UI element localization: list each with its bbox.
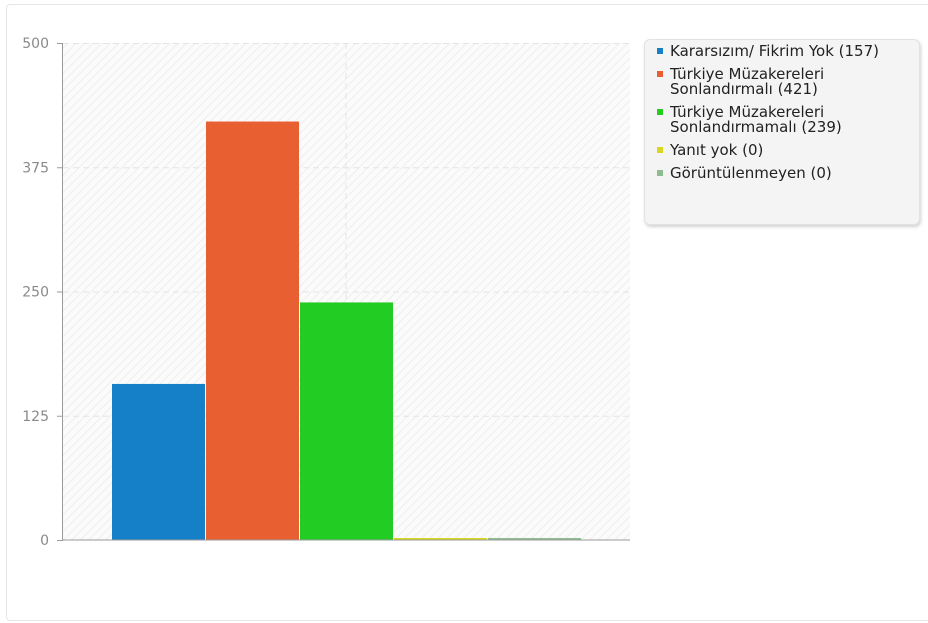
y-tick-label: 250 bbox=[22, 285, 49, 301]
legend-label: Görüntülenmeyen (0) bbox=[670, 164, 832, 182]
y-tick-label: 125 bbox=[22, 409, 49, 425]
legend-item[interactable]: Türkiye Müzakereleri Sonlandırmalı (421) bbox=[655, 67, 919, 97]
legend-item[interactable]: Kararsızım/ Fikrim Yok (157) bbox=[655, 44, 919, 59]
legend-item[interactable]: Yanıt yok (0) bbox=[655, 143, 919, 158]
bar[interactable] bbox=[112, 383, 205, 540]
legend-swatch bbox=[657, 48, 663, 54]
legend-swatch bbox=[657, 170, 663, 176]
y-axis-ticks: 500 375 250 125 0 bbox=[22, 36, 63, 549]
y-tick-label: 500 bbox=[22, 36, 49, 52]
bar[interactable] bbox=[206, 121, 299, 540]
legend-swatch bbox=[657, 109, 663, 115]
legend-swatch bbox=[657, 71, 663, 77]
bar[interactable] bbox=[488, 538, 581, 540]
legend-label: Kararsızım/ Fikrim Yok (157) bbox=[670, 42, 879, 60]
legend: Kararsızım/ Fikrim Yok (157) Türkiye Müz… bbox=[644, 39, 920, 225]
bar[interactable] bbox=[394, 538, 487, 540]
legend-label: Türkiye Müzakereleri Sonlandırmamalı (23… bbox=[670, 103, 842, 136]
legend-swatch bbox=[657, 147, 663, 153]
y-tick-label: 375 bbox=[22, 160, 49, 176]
legend-label: Türkiye Müzakereleri Sonlandırmalı (421) bbox=[670, 65, 825, 98]
bar[interactable] bbox=[300, 302, 393, 540]
legend-label: Yanıt yok (0) bbox=[670, 141, 764, 159]
y-tick-label: 0 bbox=[40, 533, 49, 549]
legend-item[interactable]: Görüntülenmeyen (0) bbox=[655, 166, 919, 181]
bars bbox=[112, 121, 581, 540]
legend-item[interactable]: Türkiye Müzakereleri Sonlandırmamalı (23… bbox=[655, 105, 919, 135]
